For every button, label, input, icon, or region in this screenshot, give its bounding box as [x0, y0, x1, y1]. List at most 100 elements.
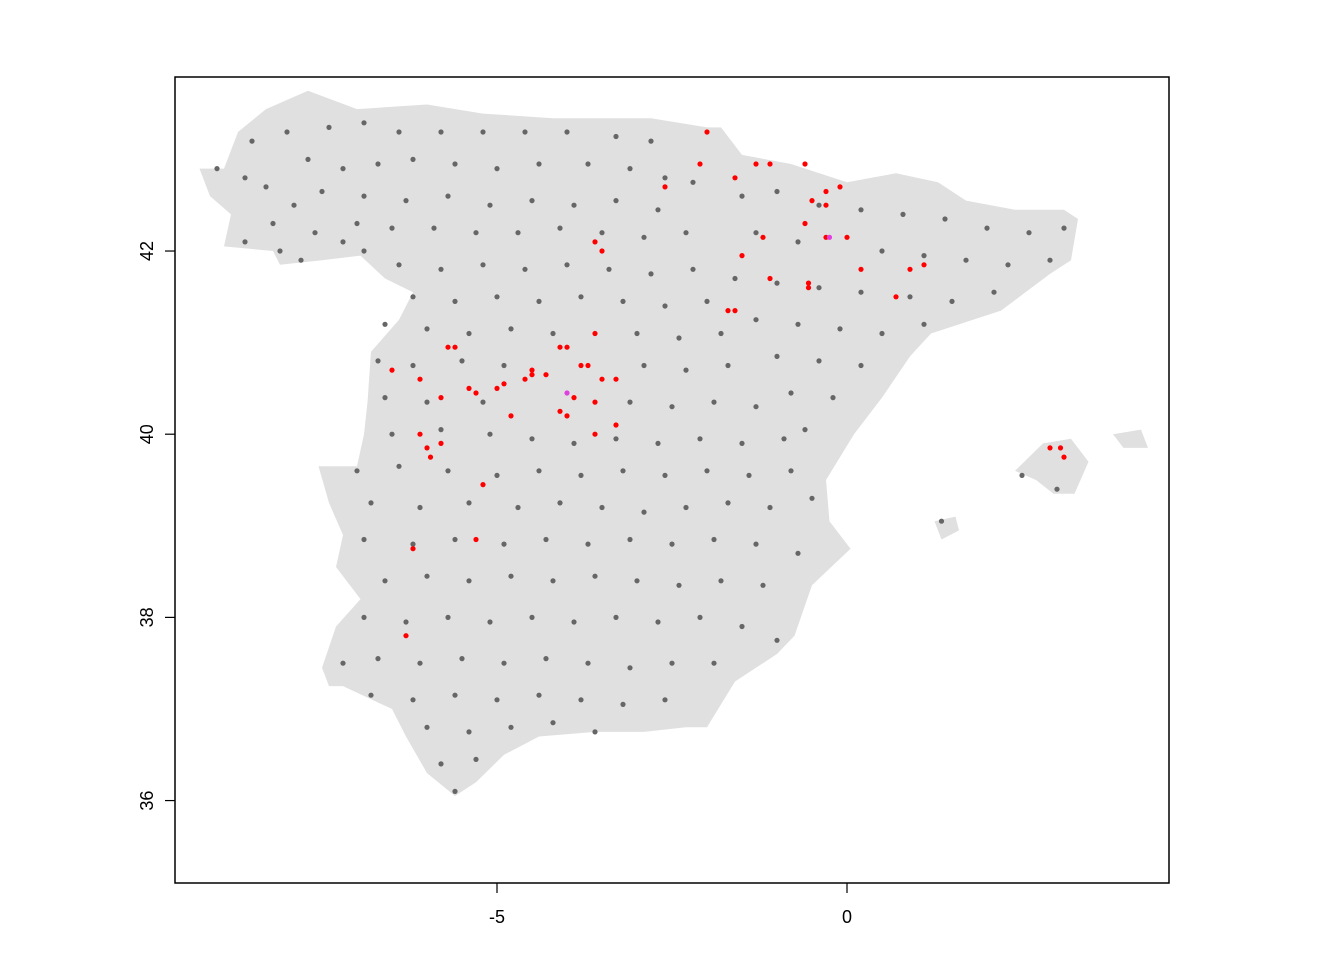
- red-station-point: [599, 248, 605, 254]
- y-axis: 36 38 40 42: [137, 241, 175, 811]
- grey-station-point: [340, 239, 346, 245]
- red-station-point: [473, 536, 479, 543]
- grey-station-point: [480, 262, 486, 268]
- red-station-point: [389, 367, 395, 373]
- grey-station-point: [396, 463, 402, 469]
- grey-station-point: [424, 326, 430, 332]
- red-station-point: [592, 330, 598, 337]
- red-station-point: [438, 395, 444, 401]
- grey-station-point: [816, 202, 822, 208]
- red-station-point: [732, 175, 738, 181]
- grey-station-point: [431, 225, 437, 231]
- grey-station-point: [445, 468, 451, 474]
- grey-station-point: [788, 468, 794, 474]
- red-station-point: [592, 399, 598, 405]
- grey-station-point: [452, 536, 458, 543]
- grey-station-point: [683, 230, 689, 236]
- grey-station-point: [466, 500, 472, 506]
- grey-station-point: [438, 427, 444, 433]
- grey-station-point: [361, 193, 367, 199]
- grey-station-point: [697, 436, 703, 442]
- red-station-point: [571, 395, 577, 401]
- grey-station-point: [515, 230, 521, 236]
- grey-station-point: [389, 431, 395, 437]
- grey-station-point: [753, 541, 759, 547]
- red-station-point: [564, 413, 570, 419]
- grey-station-point: [445, 193, 451, 199]
- grey-station-point: [501, 362, 507, 369]
- grey-station-point: [466, 330, 472, 337]
- red-station-point: [494, 385, 500, 391]
- grey-station-point: [676, 582, 682, 588]
- grey-station-point: [683, 367, 689, 373]
- grey-station-point: [942, 216, 948, 222]
- grey-station-point: [725, 500, 731, 506]
- grey-station-point: [452, 692, 458, 698]
- grey-station-point: [368, 500, 374, 506]
- violet-station-point: [564, 390, 570, 396]
- grey-station-point: [921, 321, 927, 327]
- red-station-point: [592, 239, 598, 245]
- grey-station-point: [690, 266, 696, 272]
- red-station-point: [410, 546, 416, 552]
- grey-station-point: [725, 362, 731, 369]
- grey-station-point: [662, 303, 668, 309]
- grey-station-point: [529, 614, 535, 621]
- red-station-point: [1061, 454, 1067, 460]
- grey-station-point: [718, 578, 724, 584]
- red-station-point: [844, 234, 850, 240]
- red-station-point: [725, 308, 731, 314]
- red-station-point: [753, 161, 759, 167]
- red-station-point: [823, 202, 829, 208]
- grey-station-point: [501, 541, 507, 547]
- grey-station-point: [599, 504, 605, 511]
- grey-station-point: [403, 619, 409, 625]
- grey-station-point: [368, 692, 374, 698]
- grey-station-point: [704, 468, 710, 474]
- red-station-point: [585, 362, 591, 369]
- grey-station-point: [753, 230, 759, 236]
- grey-station-point: [585, 161, 591, 167]
- grey-station-point: [809, 495, 815, 501]
- grey-station-point: [641, 234, 647, 240]
- red-station-point: [438, 440, 444, 446]
- grey-station-point: [613, 198, 619, 204]
- grey-station-point: [697, 614, 703, 621]
- grey-station-point: [340, 660, 346, 666]
- grey-station-point: [410, 541, 416, 547]
- grey-station-point: [921, 253, 927, 259]
- grey-station-point: [410, 697, 416, 703]
- grey-station-point: [648, 138, 654, 144]
- grey-station-point: [1047, 257, 1053, 263]
- grey-station-point: [837, 326, 843, 332]
- red-station-point: [564, 344, 570, 350]
- grey-station-point: [1054, 486, 1060, 492]
- grey-station-point: [389, 225, 395, 231]
- grey-station-point: [480, 129, 486, 135]
- grey-station-point: [550, 720, 556, 726]
- grey-station-point: [739, 193, 745, 199]
- grey-station-point: [452, 298, 458, 304]
- red-station-point: [480, 482, 486, 488]
- grey-station-point: [319, 188, 325, 195]
- red-station-point: [767, 275, 773, 282]
- grey-station-point: [585, 660, 591, 666]
- grey-station-point: [858, 362, 864, 369]
- grey-station-point: [627, 166, 633, 172]
- grey-station-point: [760, 582, 766, 588]
- grey-station-point: [578, 697, 584, 703]
- red-station-point: [739, 253, 745, 259]
- red-station-point: [767, 161, 773, 167]
- grey-station-point: [802, 427, 808, 433]
- grey-station-point: [438, 761, 444, 767]
- grey-station-point: [508, 573, 514, 579]
- grey-station-point: [438, 129, 444, 135]
- red-station-point: [760, 234, 766, 240]
- grey-station-point: [487, 619, 493, 625]
- grey-station-point: [424, 724, 430, 730]
- station-points: [214, 120, 1067, 795]
- island-shape: [1113, 429, 1148, 448]
- grey-station-point: [599, 230, 605, 236]
- red-station-point: [802, 161, 808, 167]
- grey-station-point: [1019, 472, 1025, 478]
